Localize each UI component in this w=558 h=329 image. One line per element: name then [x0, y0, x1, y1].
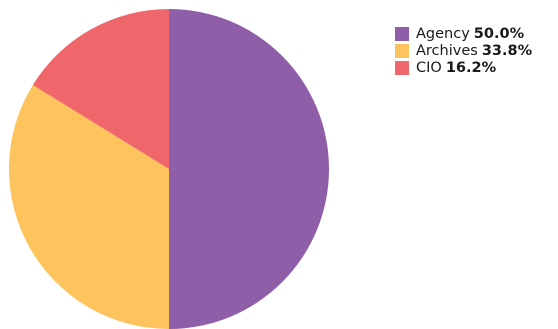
legend: Agency 50.0% Archives 33.8% CIO 16.2%	[395, 25, 532, 76]
legend-label: Archives	[416, 42, 478, 59]
legend-label: Agency	[416, 25, 470, 42]
legend-swatch	[395, 60, 409, 75]
legend-swatch	[395, 43, 409, 58]
pie-slice-agency	[169, 9, 329, 329]
legend-item-archives: Archives 33.8%	[395, 42, 532, 59]
legend-item-cio: CIO 16.2%	[395, 59, 532, 76]
legend-item-agency: Agency 50.0%	[395, 25, 532, 42]
pie-slice-cio	[32, 9, 170, 169]
legend-label: CIO	[416, 59, 442, 76]
pie-plot	[8, 9, 329, 329]
legend-percentage: 33.8%	[481, 42, 533, 59]
pie-slice-archives	[8, 84, 169, 329]
legend-percentage: 16.2%	[445, 59, 497, 76]
legend-percentage: 50.0%	[473, 25, 525, 42]
legend-swatch	[395, 26, 409, 41]
